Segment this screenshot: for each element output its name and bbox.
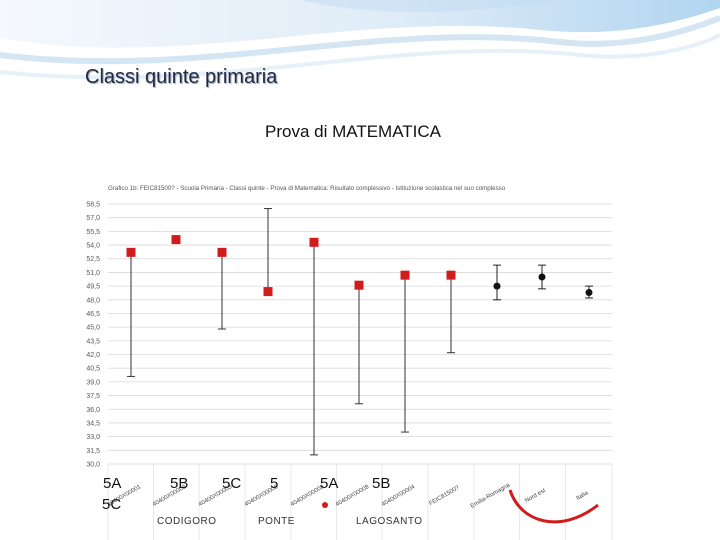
- chart-title: Grafico 1b: FEIC81500? - Scuola Primaria…: [108, 185, 506, 192]
- data-point-reference: [585, 285, 593, 299]
- data-point-reference: [493, 264, 501, 301]
- logo-arc: [508, 489, 599, 524]
- group-label: 5A: [320, 475, 339, 492]
- y-tick-label: 33,0: [86, 434, 100, 441]
- marker-square: [263, 287, 273, 297]
- data-point-school: [400, 270, 410, 433]
- data-point-school: [171, 235, 181, 245]
- y-tick-label: 30,0: [86, 462, 100, 469]
- logo-dot: [322, 502, 328, 508]
- y-tick-label: 48,0: [86, 297, 100, 304]
- background-wave: [0, 0, 720, 160]
- marker-square: [446, 270, 456, 280]
- y-tick-label: 42,0: [86, 352, 100, 359]
- marker-circle: [585, 288, 593, 296]
- group-label: 5B: [372, 475, 391, 492]
- y-tick-label: 37,5: [86, 393, 100, 400]
- y-tick-label: 54,0: [86, 243, 100, 250]
- y-tick-label: 40,5: [86, 366, 100, 373]
- data-point-reference: [538, 264, 546, 290]
- marker-circle: [538, 273, 546, 281]
- marker-square: [171, 235, 181, 245]
- y-tick-label: 36,0: [86, 407, 100, 414]
- data-point-school: [354, 280, 364, 405]
- slide-title: Classi quinte primaria: [85, 66, 278, 88]
- marker-square: [217, 247, 227, 257]
- y-tick-label: 49,5: [86, 284, 100, 291]
- category-label: Italia: [576, 490, 591, 502]
- y-tick-label: 46,5: [86, 311, 100, 318]
- marker-square: [309, 237, 319, 247]
- marker-circle: [493, 282, 501, 290]
- y-tick-label: 45,0: [86, 325, 100, 332]
- data-point-school: [126, 247, 136, 377]
- group-label: 5: [270, 475, 279, 492]
- data-point-school: [446, 270, 456, 354]
- school-label: LAGOSANTO: [356, 516, 423, 527]
- y-tick-label: 43,5: [86, 338, 100, 345]
- y-tick-label: 51,0: [86, 270, 100, 277]
- marker-square: [354, 280, 364, 290]
- y-tick-label: 55,5: [86, 229, 100, 236]
- slide-subtitle: Prova di MATEMATICA: [265, 122, 442, 141]
- y-tick-label: 34,5: [86, 420, 100, 427]
- y-tick-label: 31,5: [86, 448, 100, 455]
- group-label: 5B: [170, 475, 189, 492]
- marker-square: [400, 270, 410, 280]
- data-point-school: [263, 208, 273, 297]
- group-label: 5C: [102, 496, 122, 513]
- y-tick-label: 52,5: [86, 256, 100, 263]
- data-point-school: [309, 237, 319, 456]
- y-tick-label: 57,0: [86, 215, 100, 222]
- school-label: CODIGORO: [157, 516, 217, 527]
- y-tick-label: 39,0: [86, 379, 100, 386]
- school-label: PONTE: [258, 516, 295, 527]
- y-tick-label: 58,5: [86, 202, 100, 209]
- group-label: 5A: [103, 475, 122, 492]
- chart-background: [0, 160, 720, 540]
- marker-square: [126, 247, 136, 257]
- group-label: 5C: [222, 475, 242, 492]
- data-point-school: [217, 247, 227, 330]
